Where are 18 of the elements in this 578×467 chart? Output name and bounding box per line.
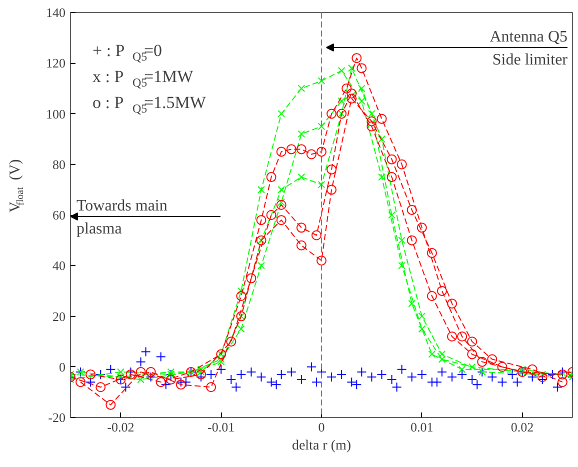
x-tick-label: 0 <box>318 420 325 434</box>
y-tick-label: 60 <box>52 208 66 222</box>
y-tick-label: 20 <box>52 308 66 324</box>
y-tick-label: 80 <box>52 156 66 172</box>
x-tick-label: -0.02 <box>107 420 134 434</box>
x-tick-label: -0.01 <box>208 420 235 434</box>
y-axis-title: Vfloat (V) <box>8 159 26 212</box>
y-tick-label: 0 <box>59 359 66 374</box>
x-tick-label: 0.02 <box>510 420 534 434</box>
y-tick-label: 140 <box>46 5 66 20</box>
y-tick-label: 40 <box>52 258 66 274</box>
y-tick-label: 100 <box>46 106 66 122</box>
annotation: Antenna Q5 Side limiter <box>490 28 568 68</box>
x-axis-title: delta r (m) <box>292 438 352 454</box>
x-tick-label: 0.01 <box>410 420 434 434</box>
annotation: Towards main plasma <box>76 198 168 238</box>
y-tick-label: -20 <box>48 410 66 425</box>
y-tick-label: 120 <box>46 56 66 71</box>
